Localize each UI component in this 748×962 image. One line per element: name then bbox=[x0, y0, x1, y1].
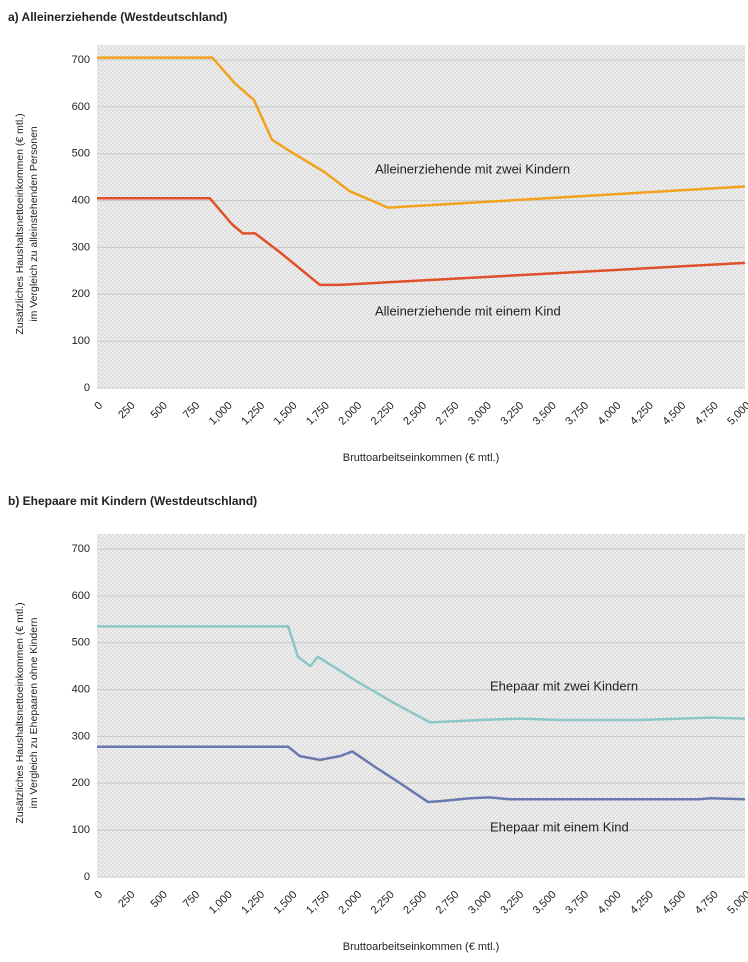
x-tick-label: 4,250 bbox=[628, 400, 656, 428]
x-tick-label: 4,750 bbox=[693, 889, 721, 917]
x-tick-label: 0 bbox=[92, 889, 105, 902]
y-axis-label: im Vergleich zu alleinstehenden Personen bbox=[28, 126, 40, 322]
x-tick-label: 5,000 bbox=[725, 400, 748, 428]
x-tick-label: 1,500 bbox=[272, 889, 300, 917]
x-tick-label: 3,250 bbox=[498, 400, 526, 428]
x-tick-label: 4,500 bbox=[660, 400, 688, 428]
x-tick-label: 3,750 bbox=[563, 400, 591, 428]
y-tick-label: 700 bbox=[72, 543, 90, 555]
series-label: Ehepaar mit einem Kind bbox=[490, 819, 629, 834]
y-tick-label: 400 bbox=[72, 683, 90, 695]
x-tick-label: 1,250 bbox=[239, 400, 267, 428]
x-axis-label: Bruttoarbeitseinkommen (€ mtl.) bbox=[343, 941, 500, 953]
x-tick-label: 2,750 bbox=[434, 889, 462, 917]
x-tick-label: 2,250 bbox=[369, 889, 397, 917]
x-tick-label: 2,500 bbox=[401, 400, 429, 428]
y-tick-label: 700 bbox=[72, 54, 90, 66]
x-tick-label: 2,000 bbox=[336, 400, 364, 428]
y-tick-label: 200 bbox=[72, 288, 90, 300]
x-tick-label: 3,250 bbox=[498, 889, 526, 917]
y-tick-label: 500 bbox=[72, 637, 90, 649]
y-tick-label: 200 bbox=[72, 777, 90, 789]
plot-background bbox=[97, 45, 745, 388]
x-tick-label: 3,000 bbox=[466, 400, 494, 428]
y-tick-label: 600 bbox=[72, 590, 90, 602]
data-line bbox=[97, 196, 746, 287]
x-tick-label: 500 bbox=[149, 889, 170, 910]
y-tick-label: 400 bbox=[72, 194, 90, 206]
data-line bbox=[97, 745, 746, 804]
x-tick-label: 1,500 bbox=[272, 400, 300, 428]
data-line bbox=[97, 56, 746, 209]
x-tick-label: 5,000 bbox=[725, 889, 748, 917]
x-tick-label: 0 bbox=[92, 400, 105, 413]
y-tick-label: 0 bbox=[84, 382, 90, 394]
y-tick-label: 100 bbox=[72, 335, 90, 347]
y-axis-label: Zusätzliches Haushaltsnettoeinkommen (€ … bbox=[14, 602, 26, 823]
x-tick-label: 4,000 bbox=[596, 889, 624, 917]
x-tick-label: 250 bbox=[116, 400, 137, 421]
series-label: Ehepaar mit zwei Kindern bbox=[490, 678, 638, 693]
series-label: Alleinerziehende mit einem Kind bbox=[375, 303, 561, 318]
x-tick-label: 1,000 bbox=[207, 889, 235, 917]
x-tick-label: 2,750 bbox=[434, 400, 462, 428]
x-tick-label: 500 bbox=[149, 400, 170, 421]
x-tick-label: 1,000 bbox=[207, 400, 235, 428]
x-tick-label: 4,000 bbox=[596, 400, 624, 428]
x-tick-label: 1,750 bbox=[304, 889, 332, 917]
y-axis-label: Zusätzliches Haushaltsnettoeinkommen (€ … bbox=[14, 113, 26, 334]
x-tick-label: 3,500 bbox=[531, 400, 559, 428]
y-tick-label: 0 bbox=[84, 871, 90, 883]
data-line bbox=[97, 625, 746, 724]
series-label: Alleinerziehende mit zwei Kindern bbox=[375, 161, 570, 176]
y-tick-label: 600 bbox=[72, 101, 90, 113]
x-tick-label: 2,500 bbox=[401, 889, 429, 917]
x-tick-label: 3,000 bbox=[466, 889, 494, 917]
x-tick-label: 3,750 bbox=[563, 889, 591, 917]
chart-title: a) Alleinerziehende (Westdeutschland) bbox=[8, 10, 227, 24]
x-tick-label: 250 bbox=[116, 889, 137, 910]
y-tick-label: 300 bbox=[72, 241, 90, 253]
x-axis-label: Bruttoarbeitseinkommen (€ mtl.) bbox=[343, 452, 500, 464]
x-tick-label: 4,250 bbox=[628, 889, 656, 917]
y-axis-label: im Vergleich zu Ehepaaren ohne Kindern bbox=[28, 617, 40, 808]
y-tick-label: 100 bbox=[72, 824, 90, 836]
x-tick-label: 2,000 bbox=[336, 889, 364, 917]
x-tick-label: 750 bbox=[181, 400, 202, 421]
x-tick-label: 4,750 bbox=[693, 400, 721, 428]
x-tick-label: 750 bbox=[181, 889, 202, 910]
x-tick-label: 1,750 bbox=[304, 400, 332, 428]
y-tick-label: 500 bbox=[72, 148, 90, 160]
x-tick-label: 3,500 bbox=[531, 889, 559, 917]
plot-background bbox=[97, 534, 745, 877]
y-tick-label: 300 bbox=[72, 730, 90, 742]
x-tick-label: 4,500 bbox=[660, 889, 688, 917]
x-tick-label: 2,250 bbox=[369, 400, 397, 428]
chart-title: b) Ehepaare mit Kindern (Westdeutschland… bbox=[8, 494, 257, 508]
x-tick-label: 1,250 bbox=[239, 889, 267, 917]
